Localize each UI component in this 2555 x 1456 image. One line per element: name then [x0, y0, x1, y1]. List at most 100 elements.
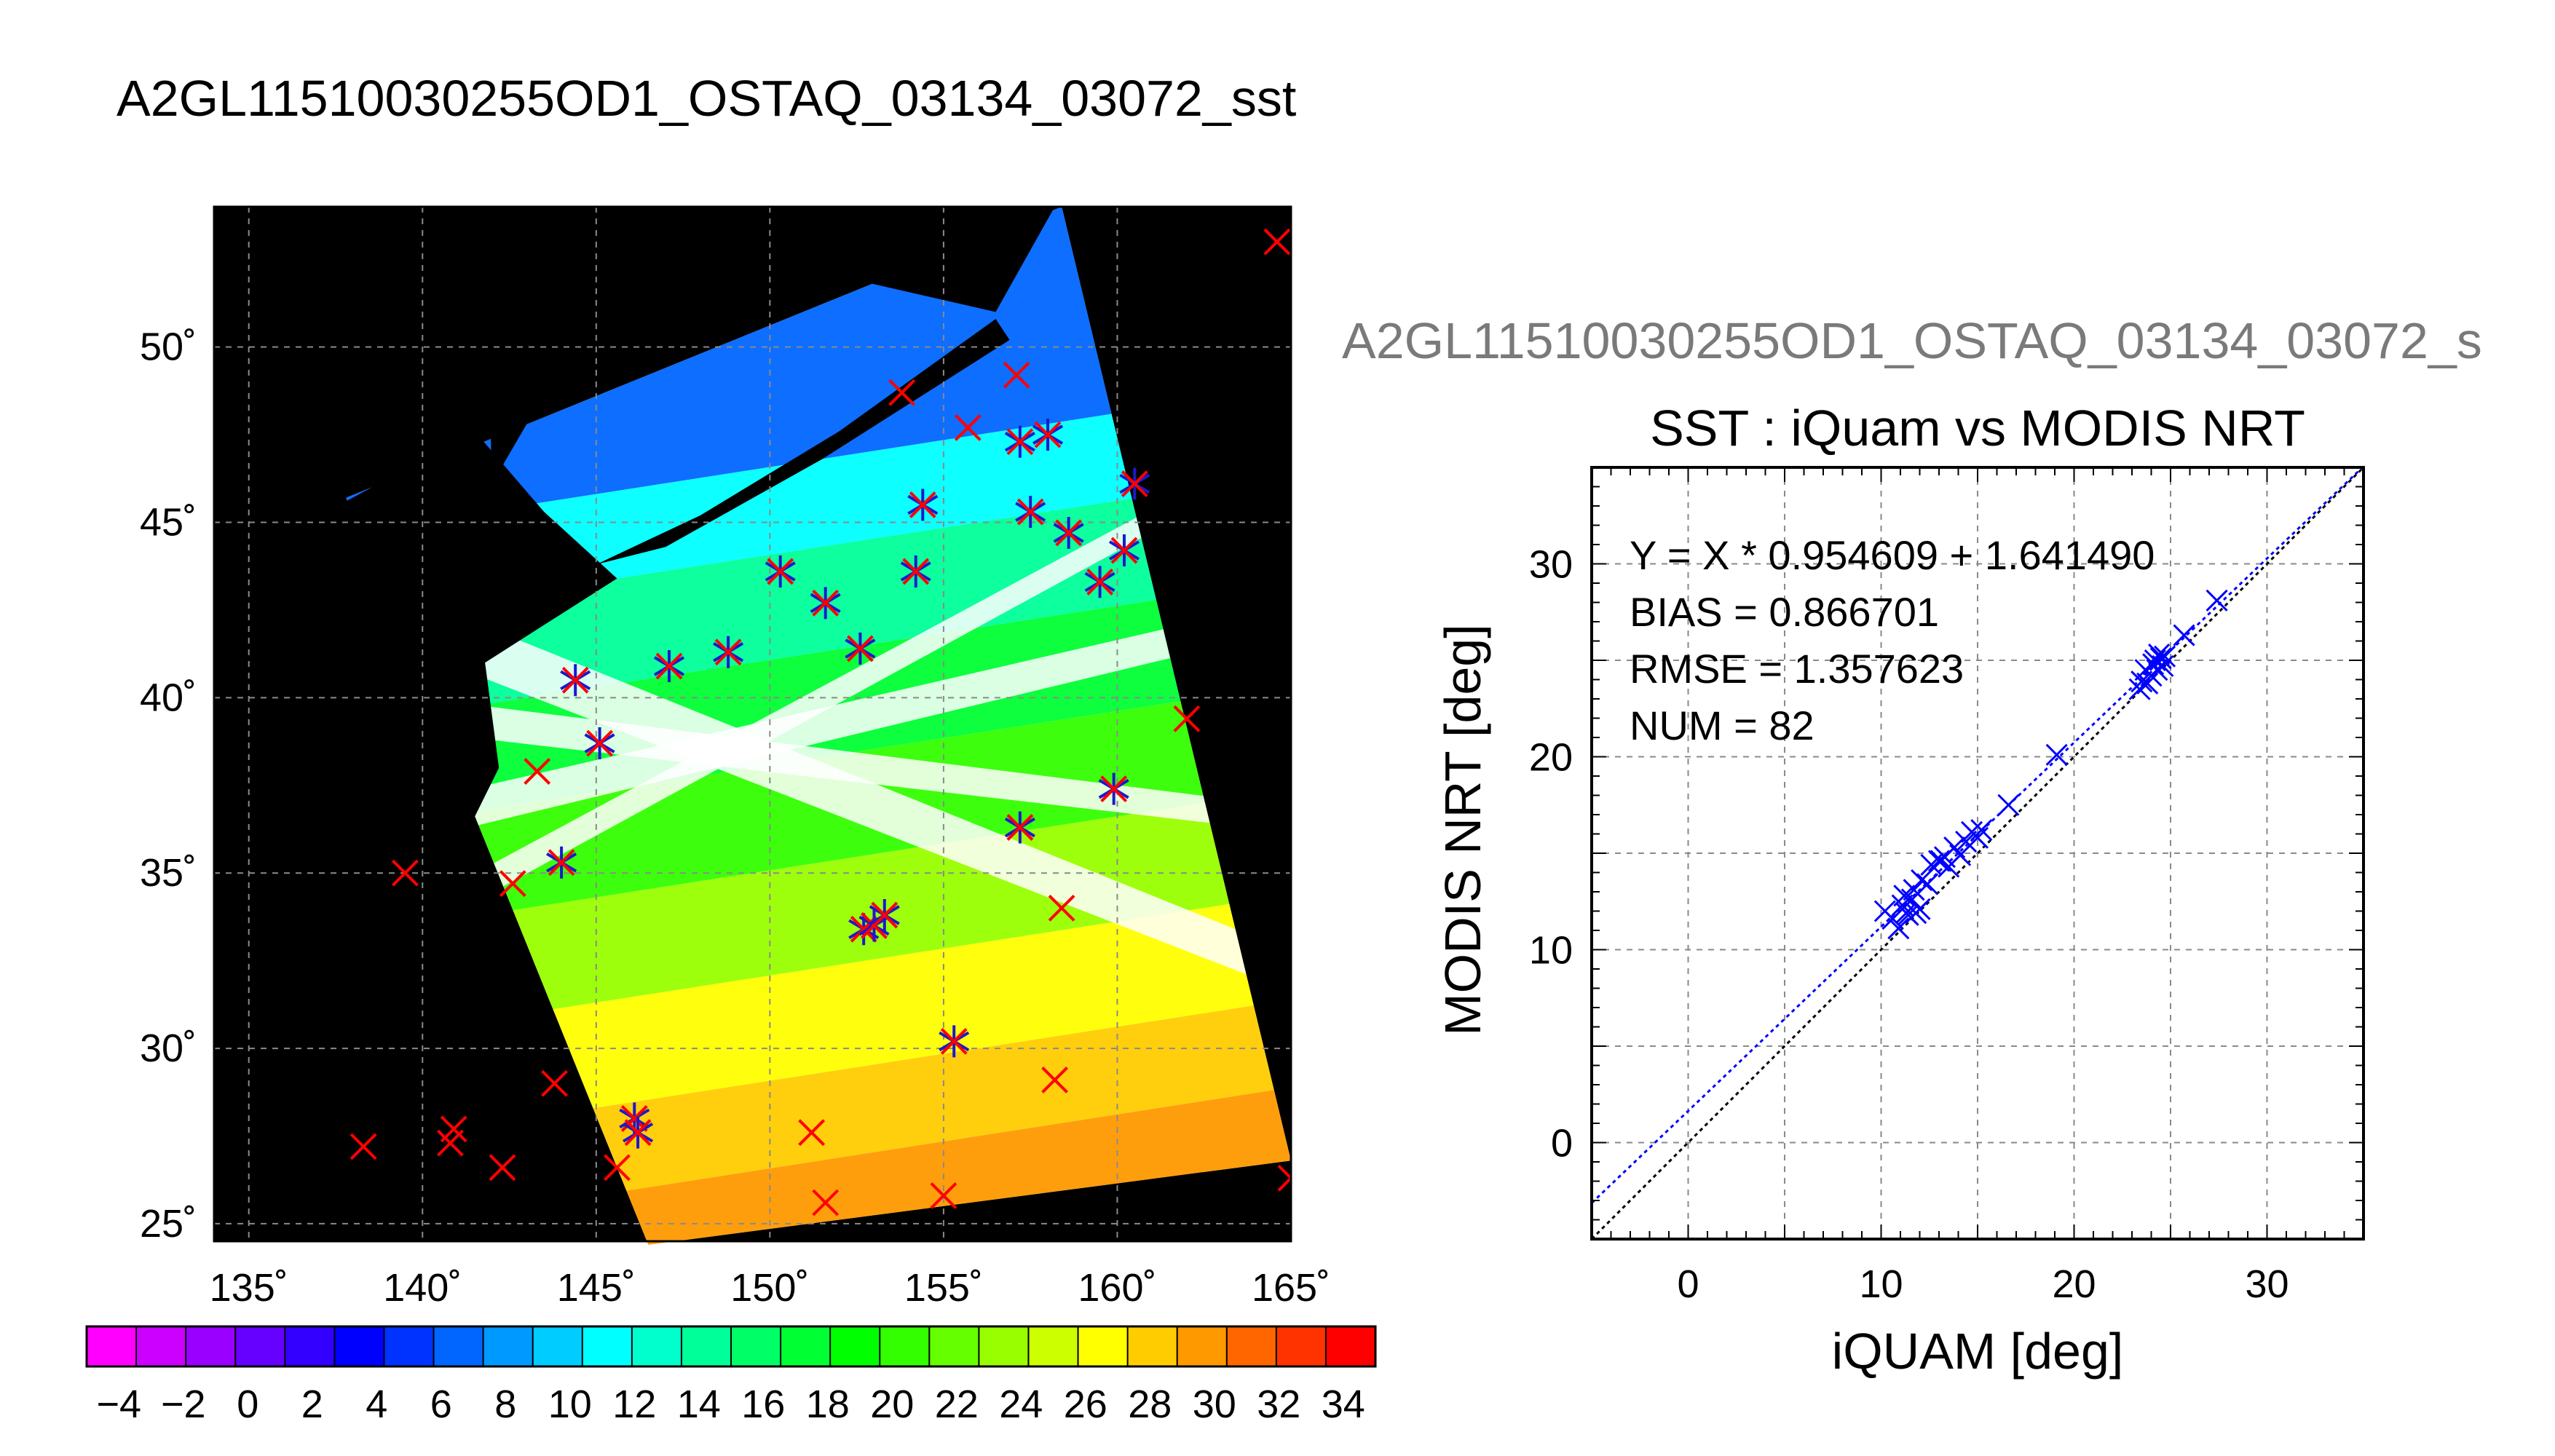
buoy-matched-marker [1015, 496, 1046, 529]
land-masses [332, 207, 1055, 891]
colorbar-segment [87, 1326, 137, 1366]
buoy-matched-marker [1053, 516, 1084, 549]
buoy-matched-x-b [1121, 470, 1148, 497]
buoy-matched-marker [1004, 811, 1035, 844]
buoy-unmatched-marker-b [541, 1069, 568, 1097]
scatter-point-b [1891, 894, 1914, 917]
colorbar-segment [1276, 1326, 1327, 1366]
map-y-tick-label: 40˚ [140, 676, 197, 719]
buoy-matched-x-b [871, 901, 899, 929]
sst-band [346, 1087, 1291, 1245]
colorbar-segment [631, 1326, 682, 1366]
colorbar-tick-label: 24 [999, 1382, 1043, 1426]
buoy-matched-marker [713, 636, 744, 668]
scatter-stat-line: RMSE = 1.357623 [1630, 646, 1964, 692]
buoy-unmatched-marker-b [1275, 173, 1300, 198]
buoy-matched-x-b [767, 558, 794, 585]
colorbar-tick-label: 20 [870, 1382, 914, 1426]
scatter-y-tick-label: 30 [1529, 543, 1573, 587]
buoy-unmatched-marker-b [930, 1182, 957, 1209]
scatter-file-label: A2GL11510030255OD1_OSTAQ_03134_03072_s [1342, 312, 2482, 369]
buoy-matched-x-b [655, 652, 683, 680]
scatter-point-b [1970, 819, 1993, 842]
buoy-unmatched-marker-b [1173, 705, 1201, 732]
scatter-point-b [1887, 917, 1910, 940]
buoy-unmatched-marker-b [1048, 894, 1075, 922]
map-frame [213, 205, 1292, 1243]
buoy-matched-marker [546, 846, 577, 879]
colorbar-segment [830, 1326, 880, 1366]
colorbar-tick-label: 14 [677, 1382, 721, 1426]
colorbar-tick-label: 6 [430, 1382, 452, 1426]
colorbar-segment [1325, 1326, 1376, 1366]
buoy-matched-marker [1108, 534, 1140, 567]
buoy-unmatched-marker-b [524, 758, 551, 785]
map-x-tick-label: 160˚ [1078, 1266, 1156, 1310]
colorbar-segment [186, 1326, 236, 1366]
buoy-matched-marker [907, 488, 939, 521]
scatter-grid [1592, 467, 2364, 1239]
land-okhotsk-coast [787, 207, 1055, 312]
map-y-tick-label: 45˚ [140, 501, 197, 545]
map-y-tick-label: 30˚ [140, 1026, 197, 1070]
map-x-tick-label: 135˚ [210, 1266, 288, 1310]
buoy-unmatched-marker-b [888, 379, 916, 406]
colorbar-frame [85, 1325, 1377, 1368]
map-y-tick-label: 35˚ [140, 851, 197, 895]
scatter-point-b [1911, 869, 1933, 892]
scatter-point-b [2152, 654, 2174, 678]
scatter-x-tick-label: 10 [1859, 1262, 1903, 1306]
scatter-x-tick-label: 0 [1677, 1262, 1699, 1306]
scatter-point-b [2173, 624, 2195, 646]
colorbar-tick-label: 26 [1064, 1382, 1107, 1426]
scatter-point-b [1893, 885, 1916, 907]
buoy-unmatched-marker-b [489, 1154, 516, 1182]
scatter-point-b [2153, 645, 2176, 668]
buoy-matched-marker [1004, 425, 1035, 458]
buoy-matched-marker [1119, 467, 1150, 500]
colorbar-segment [1028, 1326, 1079, 1366]
scatter-point-b [1949, 844, 1972, 866]
map-plot: 135˚ 140˚ 145˚ 150˚ 155˚ 160˚ 165˚ 25˚ 30˚ 35˚ 40˚… [140, 173, 1330, 1310]
colorbar-tick-label: 18 [806, 1382, 850, 1426]
buoy-matched-x-b [1034, 421, 1062, 448]
colorbar-tick-label: 2 [301, 1382, 323, 1426]
buoy-unmatched-marker-b [499, 870, 526, 898]
colorbar-segment [433, 1326, 484, 1366]
buoy-unmatched-marker-b [798, 1119, 826, 1147]
buoy-unmatched-marker-b [437, 1129, 464, 1157]
scatter-point-b [2045, 743, 2068, 766]
buoy-matched-x-b [548, 849, 575, 877]
scatter-point-b [2148, 643, 2171, 666]
scatter-point-b [2149, 647, 2172, 670]
colorbar-segment [582, 1326, 633, 1366]
buoy-matched-x-b [624, 1119, 652, 1147]
scatter-stat-line: BIAS = 0.866701 [1630, 589, 1939, 635]
map-x-tick-label: 155˚ [904, 1266, 983, 1310]
colorbar-tick-label: 4 [366, 1382, 387, 1426]
buoy-unmatched-marker-b [1003, 361, 1030, 389]
buoy-matched-x-b [561, 666, 589, 694]
colorbar-tick-label: 30 [1193, 1382, 1236, 1426]
colorbar-segment [731, 1326, 781, 1366]
buoy-matched-marker [1032, 419, 1064, 451]
buoy-unmatched-marker-b [1263, 228, 1291, 256]
buoy-matched-x-b [586, 729, 613, 757]
buoy-matched-marker [939, 1025, 970, 1058]
colorbar-segment [1127, 1326, 1178, 1366]
buoy-matched-marker [900, 555, 931, 587]
buoy-matched-x-b [909, 491, 936, 518]
colorbar-tick-label: 28 [1128, 1382, 1172, 1426]
buoy-matched-x-b [812, 589, 840, 617]
colorbar-segment [1078, 1326, 1129, 1366]
buoy-matched-x-b [1110, 537, 1138, 564]
scatter-point-b [2136, 672, 2159, 695]
scatter-title: SST : iQuam vs MODIS NRT [1650, 400, 2305, 456]
buoy-matched-x-b [1016, 498, 1044, 526]
buoy-matched-x-b [1006, 814, 1034, 842]
buoy-unmatched-marker-b [812, 1189, 840, 1216]
colorbar-tick-label: 0 [237, 1382, 258, 1426]
colorbar-tick-label: 22 [935, 1382, 979, 1426]
colorbar-tick-label: 12 [612, 1382, 656, 1426]
